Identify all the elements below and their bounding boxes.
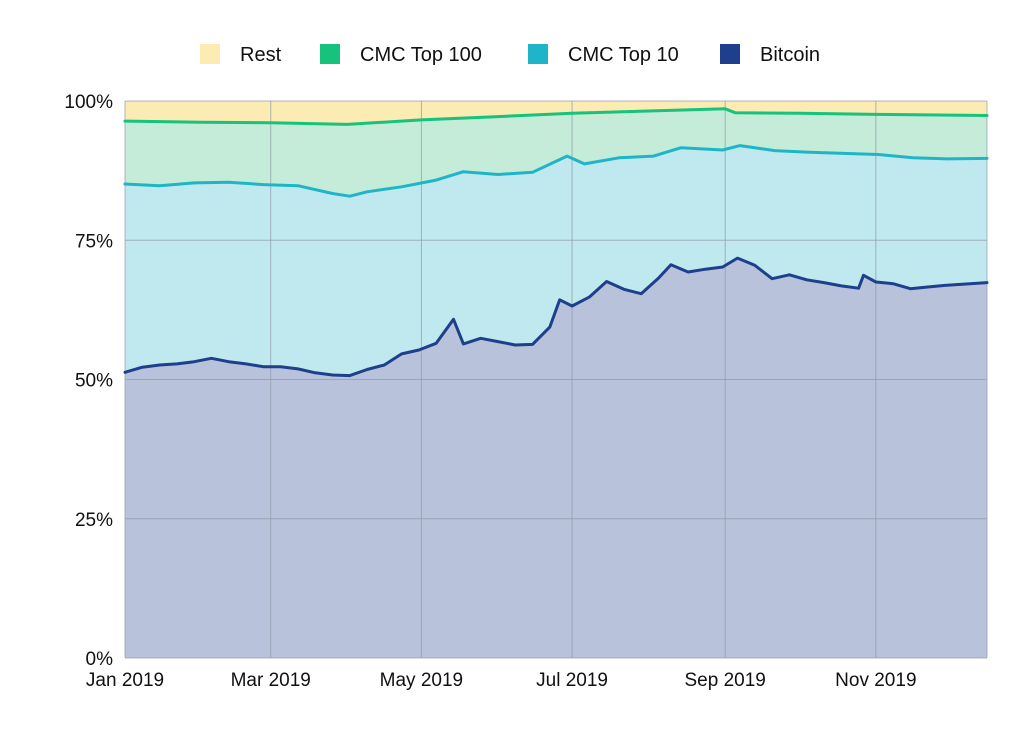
- y-tick-label: 100%: [64, 92, 113, 113]
- legend-swatch: [528, 44, 548, 64]
- series-line-cmc-top-100: [123, 107, 989, 126]
- x-tick-label: May 2019: [380, 670, 463, 691]
- series-line-cmc-top-10: [123, 144, 989, 198]
- legend-swatch: [320, 44, 340, 64]
- x-tick-label: Mar 2019: [231, 670, 311, 691]
- legend-label: CMC Top 100: [360, 44, 482, 66]
- x-tick-label: Sep 2019: [685, 670, 766, 691]
- series-line-bitcoin: [123, 256, 989, 378]
- legend-label: Bitcoin: [760, 44, 820, 66]
- legend-item-cmc-top-100: CMC Top 100: [320, 44, 482, 66]
- legend-item-cmc-top-10: CMC Top 10: [528, 44, 679, 66]
- axes: 0% 25% 50% 75% 100% Jan 2019 Mar 2019 May 2019 J…: [64, 92, 916, 691]
- x-tick-label: Jan 2019: [86, 670, 164, 691]
- x-tick-label: Nov 2019: [835, 670, 916, 691]
- y-tick-label: 25%: [75, 510, 113, 531]
- y-tick-label: 50%: [75, 371, 113, 392]
- series-lines: [123, 107, 989, 378]
- area-bitcoin: [125, 258, 987, 658]
- legend: Rest CMC Top 100 CMC Top 10 Bitcoin: [200, 44, 820, 66]
- legend-label: Rest: [240, 44, 282, 66]
- legend-label: CMC Top 10: [568, 44, 679, 66]
- gridlines: [124, 100, 988, 659]
- y-tick-label: 75%: [75, 231, 113, 252]
- legend-swatch: [720, 44, 740, 64]
- y-tick-label: 0%: [86, 649, 114, 670]
- legend-item-rest: Rest: [200, 44, 282, 66]
- x-tick-label: Jul 2019: [536, 670, 608, 691]
- legend-swatch: [200, 44, 220, 64]
- legend-item-bitcoin: Bitcoin: [720, 44, 820, 66]
